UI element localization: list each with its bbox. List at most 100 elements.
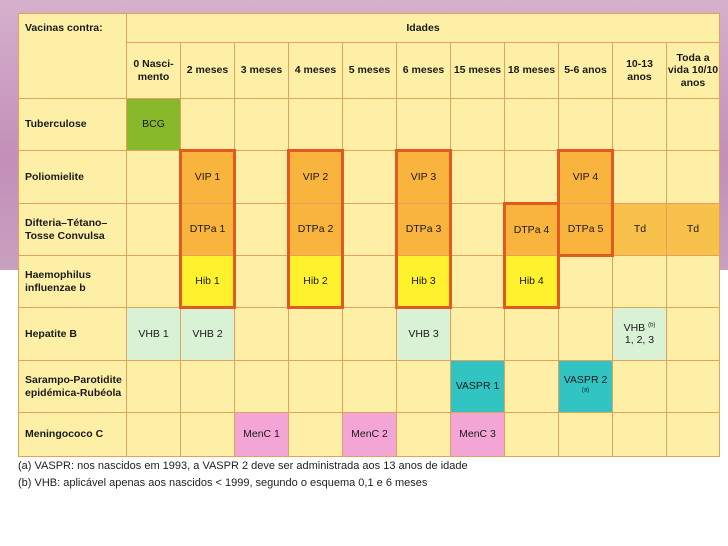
cell-dtp5: DTPa 5 — [557, 203, 614, 257]
age-18m: 18 meses — [504, 42, 559, 99]
label-hepatite: Hepatite B — [18, 307, 127, 361]
idades-header: Idades — [125, 13, 721, 43]
empty-cell — [180, 98, 235, 151]
empty-cell — [450, 255, 505, 308]
row-difteria: Difteria–Tétano– Tosse Convulsa DTPa 1 D… — [18, 202, 721, 257]
empty-cell — [180, 360, 235, 413]
row-hepatite: Hepatite B VHB 1 VHB 2 VHB 3 VHB (b) 1, … — [18, 307, 721, 361]
vhb-adol-label: VHB — [623, 321, 646, 334]
row-meningococo: Meningococo C MenC 1 MenC 2 MenC 3 — [18, 412, 721, 457]
empty-cell — [234, 203, 289, 256]
empty-cell — [665, 412, 721, 457]
label-haemophilus: Haemophilus influenzae b — [18, 255, 127, 308]
empty-cell — [504, 150, 559, 204]
age-0: 0 Nasci- mento — [126, 42, 181, 99]
cell-vhb2: VHB 2 — [180, 307, 235, 361]
row-tuberculose: Tuberculose BCG — [18, 98, 721, 151]
row-sarampo: Sarampo-Parotidite epidémica-Rubéola VAS… — [18, 360, 721, 413]
empty-cell — [288, 98, 343, 151]
empty-cell — [342, 203, 397, 256]
cell-vaspr1: VASPR 1 — [450, 360, 505, 413]
cell-menc2: MenC 2 — [342, 412, 397, 457]
empty-cell — [396, 360, 451, 413]
empty-cell — [612, 150, 667, 204]
footnote-b: (b) VHB: aplicável apenas aos nascidos <… — [18, 477, 428, 489]
empty-cell — [612, 98, 667, 151]
cell-td-10-13: Td — [612, 203, 667, 256]
empty-cell — [450, 98, 505, 151]
empty-cell — [342, 98, 397, 151]
empty-cell — [612, 360, 667, 413]
header-row-idades: Vacinas contra: Idades — [18, 13, 721, 99]
empty-cell — [558, 98, 613, 151]
cell-vip2: VIP 2 — [287, 149, 344, 204]
empty-cell — [665, 307, 721, 361]
empty-cell — [665, 255, 721, 308]
cell-vhb-adolescent: VHB (b) 1, 2, 3 — [612, 307, 667, 361]
cell-menc1: MenC 1 — [234, 412, 289, 457]
empty-cell — [504, 307, 559, 361]
empty-cell — [342, 255, 397, 308]
cell-menc3: MenC 3 — [450, 412, 505, 457]
empty-cell — [342, 360, 397, 413]
empty-cell — [450, 307, 505, 361]
empty-cell — [126, 360, 181, 413]
cell-vip4: VIP 4 — [557, 149, 614, 204]
age-toda-vida: Toda a vida 10/10 anos — [665, 42, 721, 99]
empty-cell — [665, 360, 721, 413]
label-poliomielite: Poliomielite — [18, 150, 127, 204]
age-2m: 2 meses — [180, 42, 235, 99]
empty-cell — [126, 150, 181, 204]
empty-cell — [612, 255, 667, 308]
empty-cell — [612, 412, 667, 457]
cell-bcg: BCG — [126, 98, 181, 151]
empty-cell — [396, 98, 451, 151]
vhb-adol-doses: 1, 2, 3 — [624, 334, 655, 346]
empty-cell — [450, 203, 505, 256]
empty-cell — [288, 307, 343, 361]
age-4m: 4 meses — [288, 42, 343, 99]
cell-hib1: Hib 1 — [179, 255, 236, 309]
cell-vhb1: VHB 1 — [126, 307, 181, 361]
empty-cell — [234, 150, 289, 204]
cell-vhb3: VHB 3 — [396, 307, 451, 361]
empty-cell — [504, 360, 559, 413]
empty-cell — [234, 360, 289, 413]
cell-vip3: VIP 3 — [395, 149, 452, 204]
label-sarampo: Sarampo-Parotidite epidémica-Rubéola — [18, 360, 127, 413]
empty-cell — [396, 412, 451, 457]
header-row-ages: 0 Nasci- mento 2 meses 3 meses 4 meses 5… — [19, 42, 721, 99]
vhb-adol-footnote: (b) — [648, 322, 656, 329]
empty-cell — [234, 255, 289, 308]
empty-cell — [180, 412, 235, 457]
label-tuberculose: Tuberculose — [18, 98, 127, 151]
empty-cell — [126, 255, 181, 308]
empty-cell — [288, 360, 343, 413]
age-15m: 15 meses — [450, 42, 505, 99]
empty-cell — [288, 412, 343, 457]
cell-hib4: Hib 4 — [503, 255, 560, 309]
cell-vip1: VIP 1 — [179, 149, 236, 204]
footnotes: (a) VASPR: nos nascidos em 1993, a VASPR… — [18, 458, 718, 492]
cell-td-toda-vida: Td — [665, 203, 721, 256]
cell-hib2: Hib 2 — [287, 255, 344, 309]
label-meningococo: Meningococo C — [18, 412, 127, 457]
age-5m: 5 meses — [342, 42, 397, 99]
cell-dtp3: DTPa 3 — [395, 203, 452, 256]
empty-cell — [234, 98, 289, 151]
age-10-13a: 10-13 anos — [612, 42, 667, 99]
vaccination-table: Vacinas contra: Idades 0 Nasci- mento 2 … — [18, 13, 721, 457]
empty-cell — [234, 307, 289, 361]
row-haemophilus: Haemophilus influenzae b Hib 1 Hib 2 Hib… — [18, 255, 721, 309]
empty-cell — [126, 412, 181, 457]
empty-cell — [504, 412, 559, 457]
cell-dtp4: DTPa 4 — [503, 202, 560, 256]
vaspr2-footnote: (a) — [581, 387, 590, 393]
empty-cell — [342, 150, 397, 204]
age-6m: 6 meses — [396, 42, 451, 99]
empty-cell — [126, 203, 181, 256]
empty-cell — [558, 255, 613, 308]
empty-cell — [665, 98, 721, 151]
cell-dtp2: DTPa 2 — [287, 203, 344, 256]
empty-cell — [504, 98, 559, 151]
